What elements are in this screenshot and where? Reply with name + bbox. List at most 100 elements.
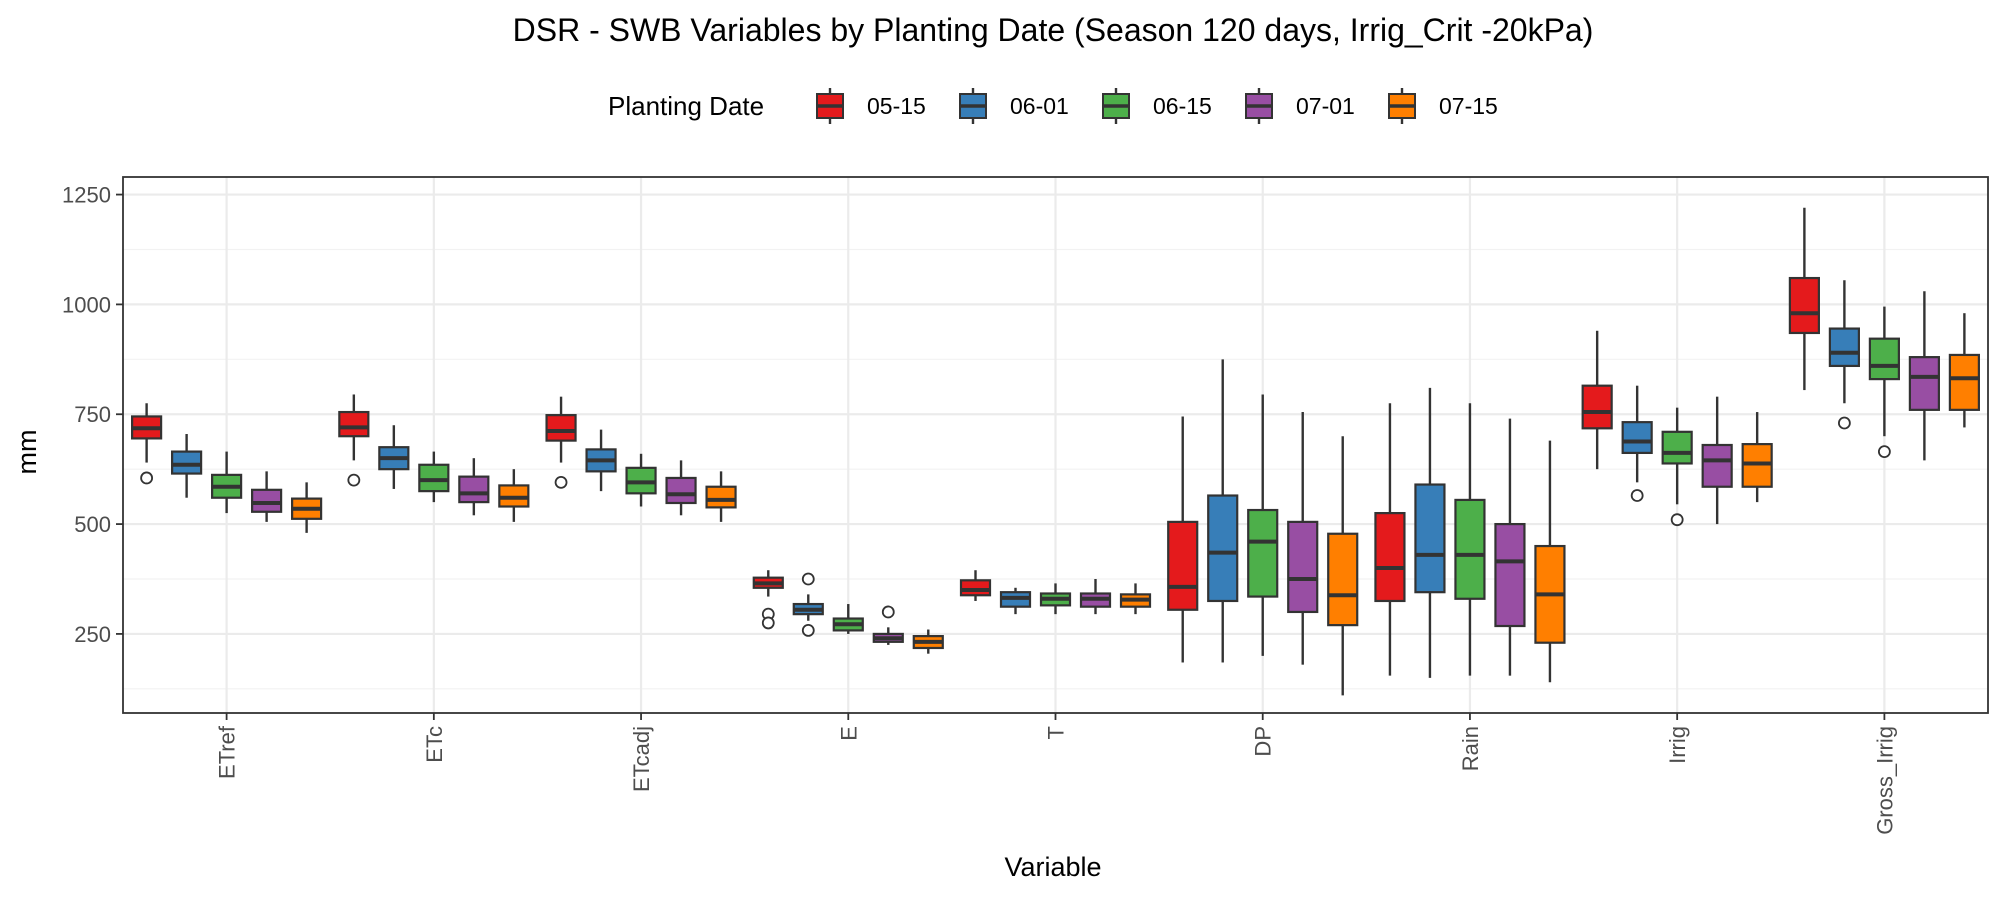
box-body: [1207, 494, 1239, 603]
outlier-point: [1670, 513, 1684, 527]
x-tick-label: T: [1044, 726, 1069, 739]
box-06-01-E: [792, 572, 824, 637]
legend-item-07-01: 07-01: [1245, 88, 1355, 124]
box-06-01-DP: [1207, 359, 1239, 663]
box-07-01-ETcadj: [665, 460, 697, 516]
box-07-15-ETref: [291, 482, 323, 533]
outlier-point: [801, 624, 815, 637]
box-07-01-ETref: [251, 471, 283, 522]
x-tick-label: Gross_Irrig: [1872, 726, 1897, 835]
box-body: [1454, 498, 1486, 600]
box-body: [1414, 483, 1446, 594]
box-05-15-T: [959, 570, 992, 601]
box-06-15-Gross_Irrig: [1868, 306, 1900, 458]
y-tick-label: 1250: [62, 183, 111, 208]
chart-title: DSR - SWB Variables by Planting Date (Se…: [513, 12, 1594, 48]
box-body: [1287, 520, 1319, 614]
box-07-15-Gross_Irrig: [1948, 313, 1980, 428]
box-body: [705, 485, 737, 509]
box-05-15-ETref: [131, 403, 163, 485]
box-06-15-Irrig: [1661, 407, 1693, 527]
box-body: [171, 450, 203, 475]
box-06-15-Rain: [1454, 403, 1486, 676]
box-07-15-DP: [1327, 436, 1359, 696]
box-body: [338, 410, 370, 438]
box-07-15-E: [912, 629, 944, 654]
box-05-15-Gross_Irrig: [1788, 207, 1820, 391]
box-07-01-Irrig: [1701, 396, 1733, 525]
legend: Planting Date 05-15 06-01 06-15 07-01 07-15: [608, 88, 1498, 124]
box-07-01-Rain: [1494, 418, 1526, 676]
y-tick-label: 1000: [62, 292, 111, 317]
box-body: [1581, 384, 1613, 430]
box-07-01-Gross_Irrig: [1908, 291, 1940, 461]
x-tick-label: DP: [1251, 726, 1276, 757]
box-07-01-ETc: [458, 458, 490, 516]
x-tick-label: Irrig: [1665, 726, 1690, 764]
x-axis-title: Variable: [1004, 852, 1101, 882]
box-05-15-ETc: [338, 394, 370, 487]
y-tick-label: 750: [74, 402, 111, 427]
box-06-15-ETc: [418, 451, 450, 503]
y-tick-label: 250: [74, 622, 111, 647]
outlier-point: [554, 475, 568, 489]
legend-label: 07-01: [1296, 93, 1355, 119]
legend-item-05-15: 05-15: [816, 88, 926, 124]
outlier-point: [1877, 445, 1891, 458]
box-06-01-Irrig: [1621, 385, 1653, 502]
box-body: [1828, 327, 1860, 368]
y-tick-label: 500: [74, 512, 111, 537]
box-05-15-Irrig: [1581, 330, 1613, 470]
box-07-01-DP: [1287, 412, 1319, 665]
box-06-01-ETc: [378, 425, 410, 489]
legend-item-06-01: 06-01: [959, 88, 1069, 124]
box-body: [1167, 520, 1199, 611]
outlier-point: [1837, 416, 1851, 430]
box-05-15-E: [752, 570, 784, 630]
legend-item-07-15: 07-15: [1388, 88, 1498, 124]
box-body: [1327, 532, 1359, 627]
box-body: [959, 579, 992, 597]
outlier-point: [801, 572, 815, 586]
outlier-point: [1630, 489, 1644, 502]
box-body: [1908, 356, 1940, 411]
box-06-15-E: [832, 604, 864, 634]
box-body: [545, 414, 577, 442]
box-body: [458, 475, 490, 504]
x-tick-label: ETcadj: [629, 726, 654, 792]
box-body: [251, 488, 283, 513]
box-body: [1494, 522, 1526, 628]
box-body: [1701, 443, 1733, 488]
outlier-point: [347, 473, 361, 487]
box-body: [1621, 421, 1653, 455]
box-05-15-Rain: [1374, 403, 1406, 676]
box-body: [1788, 276, 1820, 335]
legend-label: 07-15: [1439, 93, 1498, 119]
outlier-point: [881, 605, 895, 619]
box-05-15-DP: [1167, 416, 1199, 663]
box-06-15-DP: [1247, 394, 1279, 656]
box-06-01-T: [999, 587, 1032, 615]
box-05-15-ETcadj: [545, 396, 577, 489]
x-tick-label: ETc: [422, 726, 447, 763]
outlier-point: [140, 471, 154, 485]
box-06-01-ETref: [171, 434, 203, 498]
box-07-15-Rain: [1534, 440, 1566, 683]
y-axis-title: mm: [12, 430, 42, 475]
box-06-01-ETcadj: [585, 429, 617, 492]
legend-label: 05-15: [867, 93, 926, 119]
box-06-15-ETref: [211, 451, 243, 514]
plot-panel: [122, 176, 1989, 714]
box-07-01-E: [872, 605, 904, 645]
box-body: [1948, 353, 1980, 411]
x-tick-label: E: [836, 726, 861, 741]
x-tick-label: ETref: [215, 725, 240, 779]
box-body: [1868, 337, 1900, 381]
legend-item-06-15: 06-15: [1102, 88, 1212, 124]
box-07-15-Irrig: [1741, 412, 1773, 503]
legend-label: 06-01: [1010, 93, 1069, 119]
box-07-01-T: [1079, 579, 1112, 615]
legend-title: Planting Date: [608, 91, 764, 121]
box-body: [418, 463, 450, 493]
